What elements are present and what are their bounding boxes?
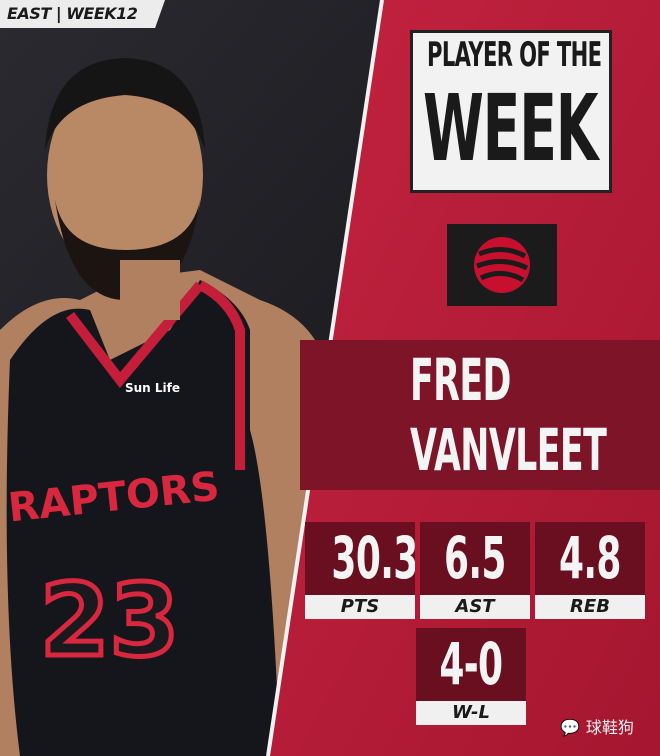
- player-first-name: FRED: [410, 346, 511, 414]
- wechat-icon: 💬: [560, 718, 580, 737]
- jersey-number: 23: [40, 562, 179, 679]
- player-of-the-week-title: PLAYER OF THE WEEK: [410, 30, 612, 193]
- name-band: [300, 340, 660, 490]
- stat-ast: 6.5 AST: [420, 522, 530, 619]
- stat-wl: 4-0 W-L: [416, 628, 526, 725]
- jersey-sponsor: Sun Life: [125, 381, 180, 395]
- stat-reb: 4.8 REB: [535, 522, 645, 619]
- conference-week-tag: EAST | WEEK12: [0, 0, 165, 28]
- title-line-1: PLAYER OF THE: [427, 35, 602, 75]
- watermark: 💬 球鞋狗: [560, 718, 634, 737]
- stat-pts: 30.3 PTS: [305, 522, 415, 619]
- player-last-name: VANVLEET: [410, 416, 607, 484]
- raptors-logo-icon: [447, 224, 557, 306]
- title-line-2: WEEK: [423, 75, 598, 182]
